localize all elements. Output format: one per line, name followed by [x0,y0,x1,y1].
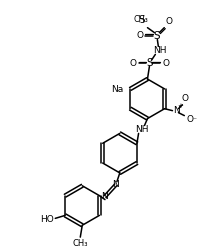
Text: O: O [129,59,136,68]
Text: O: O [136,31,143,40]
Text: O: O [182,94,189,103]
Text: S: S [138,15,145,25]
Text: O: O [166,17,173,26]
Text: N: N [173,106,180,115]
Text: O: O [163,59,170,68]
Text: N: N [102,192,108,201]
Text: CH₃: CH₃ [133,15,148,24]
Text: NH: NH [154,46,167,55]
Text: S: S [153,31,160,41]
Text: +: + [177,103,183,109]
Text: Na: Na [111,85,123,94]
Text: NH: NH [135,125,148,134]
Text: S: S [146,58,153,68]
Text: ⁻: ⁻ [192,115,196,124]
Text: N: N [113,180,119,189]
Text: HO: HO [41,215,54,224]
Text: O: O [187,115,194,124]
Text: CH₃: CH₃ [127,17,142,26]
Text: CH₃: CH₃ [73,239,88,248]
